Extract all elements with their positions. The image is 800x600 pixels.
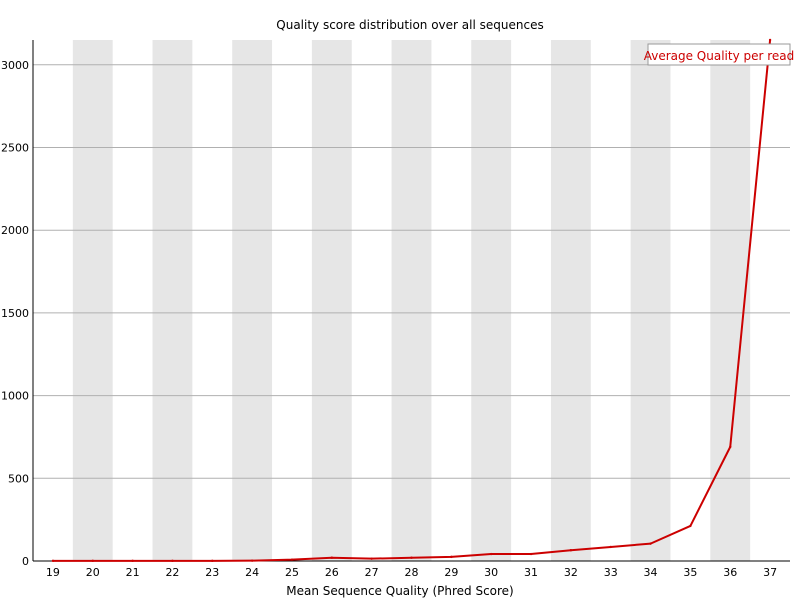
x-tick-label: 20 xyxy=(86,566,100,579)
data-point xyxy=(211,559,214,563)
band xyxy=(391,40,432,561)
band xyxy=(471,40,512,561)
data-point xyxy=(51,559,55,563)
data-point xyxy=(290,558,294,561)
legend: Average Quality per read xyxy=(644,43,795,66)
x-tick-label: 35 xyxy=(683,566,697,579)
data-point xyxy=(768,38,772,42)
x-tick-label: 29 xyxy=(444,566,458,579)
data-point xyxy=(569,549,573,552)
x-tick-label: 25 xyxy=(285,566,299,579)
x-tick-labels: 19 20 21 22 23 24 25 26 27 28 29 30 31 32 33 34 35 36 37 xyxy=(46,566,777,579)
y-tick-label: 1000 xyxy=(1,390,29,403)
y-tick-label: 3000 xyxy=(1,59,29,72)
x-tick-label: 33 xyxy=(604,566,618,579)
y-tick-label: 1500 xyxy=(1,307,29,320)
y-tick-label: 500 xyxy=(8,472,29,485)
y-tick-label: 2000 xyxy=(1,224,29,237)
x-tick-label: 22 xyxy=(165,566,179,579)
x-tick-label: 23 xyxy=(205,566,219,579)
x-tick-label: 27 xyxy=(365,566,379,579)
data-point xyxy=(91,559,94,563)
legend-box xyxy=(647,43,791,66)
band xyxy=(72,40,113,561)
y-tick-labels: 0 500 1000 1500 2000 2500 3000 xyxy=(1,59,29,568)
band xyxy=(630,40,671,561)
band xyxy=(311,40,352,561)
data-point xyxy=(450,555,453,559)
y-tick-label: 0 xyxy=(22,555,29,568)
data-point xyxy=(689,524,692,528)
x-tick-label: 21 xyxy=(126,566,140,579)
data-point xyxy=(649,542,652,545)
x-tick-label: 37 xyxy=(763,566,777,579)
data-point xyxy=(370,557,373,560)
data-point xyxy=(489,552,493,556)
x-tick-label: 24 xyxy=(245,566,259,579)
y-tick-label: 2500 xyxy=(1,142,29,155)
data-point xyxy=(529,552,533,556)
data-point xyxy=(131,559,134,563)
series-layer xyxy=(51,38,772,563)
band xyxy=(550,40,591,561)
data-point xyxy=(330,556,334,559)
data-point xyxy=(410,556,413,559)
x-tick-label: 31 xyxy=(524,566,538,579)
x-tick-label: 30 xyxy=(484,566,498,579)
x-tick-label: 28 xyxy=(405,566,419,579)
x-tick-label: 36 xyxy=(723,566,737,579)
chart-title: Quality score distribution over all sequ… xyxy=(276,18,543,32)
band xyxy=(232,40,273,561)
x-axis-label: Mean Sequence Quality (Phred Score) xyxy=(286,584,514,598)
data-point xyxy=(250,559,254,562)
x-tick-label: 26 xyxy=(325,566,339,579)
data-point xyxy=(171,559,174,563)
x-tick-label: 32 xyxy=(564,566,578,579)
band xyxy=(152,40,193,561)
alternating-bands xyxy=(72,40,751,561)
x-tick-label: 34 xyxy=(644,566,658,579)
x-tick-label: 19 xyxy=(46,566,60,579)
data-point xyxy=(609,545,612,549)
legend-label: Average Quality per read xyxy=(644,49,795,63)
data-point xyxy=(729,445,732,449)
